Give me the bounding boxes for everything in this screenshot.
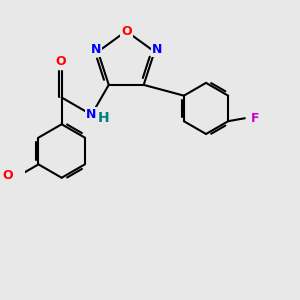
Text: N: N: [86, 108, 97, 121]
Text: H: H: [98, 111, 109, 125]
Text: F: F: [251, 112, 260, 125]
Text: O: O: [55, 55, 66, 68]
Text: N: N: [90, 43, 101, 56]
Text: O: O: [121, 25, 131, 38]
Text: O: O: [3, 169, 13, 182]
Text: N: N: [152, 43, 162, 56]
